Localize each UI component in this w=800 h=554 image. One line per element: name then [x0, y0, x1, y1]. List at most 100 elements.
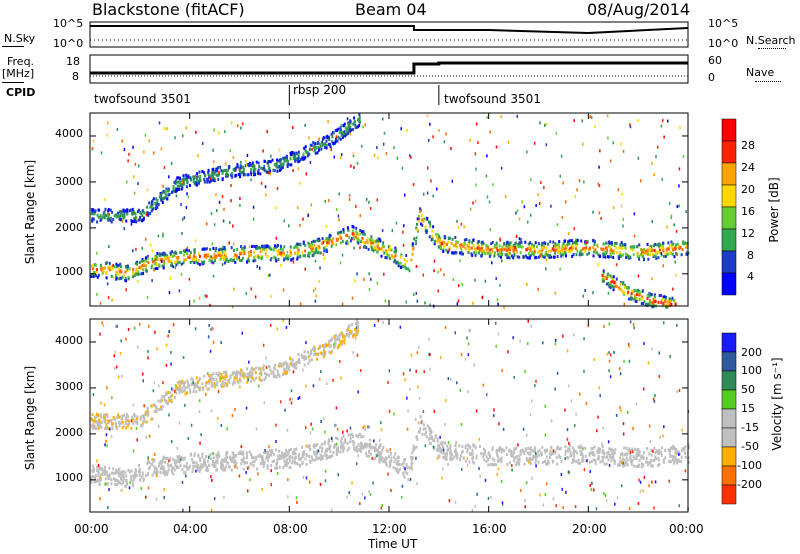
- power-noise-cell: [339, 261, 342, 265]
- power-cell: [330, 244, 333, 248]
- power-cell: [257, 168, 260, 172]
- velocity-noise-cell: [305, 384, 307, 388]
- velocity-cell: [134, 414, 137, 418]
- velocity-cell: [377, 450, 380, 454]
- velocity-cell: [319, 445, 322, 449]
- power-cell: [618, 246, 621, 250]
- velocity-noise-cell: [147, 486, 150, 490]
- velocity-cell: [178, 386, 181, 390]
- power-cell: [609, 252, 612, 256]
- power-cell: [681, 248, 684, 252]
- velocity-cell: [524, 447, 527, 451]
- power-cell: [183, 253, 186, 257]
- velocity-noise-cell: [324, 479, 327, 483]
- power-cell: [487, 251, 490, 255]
- power-cell: [505, 248, 508, 252]
- power-cell: [467, 247, 470, 251]
- power-cell: [344, 134, 347, 138]
- freq-line: [90, 61, 688, 75]
- power-noise-cell: [123, 227, 126, 231]
- velocity-cell: [223, 370, 226, 374]
- velocity-cell: [672, 446, 675, 450]
- power-cell: [321, 140, 324, 144]
- velocity-cell: [142, 479, 145, 483]
- velocity-cell: [225, 374, 228, 378]
- power-cell: [608, 283, 611, 287]
- velocity-cell: [471, 456, 474, 460]
- power-noise-cell: [232, 242, 235, 246]
- power-cell: [615, 277, 618, 281]
- power-cell: [99, 263, 102, 267]
- nsky-tick-bottom: 10^0: [53, 37, 84, 50]
- power-cell: [451, 251, 454, 255]
- power-cell: [313, 243, 316, 247]
- power-noise-cell: [460, 247, 463, 251]
- power-noise-cell: [158, 121, 161, 125]
- velocity-cell: [104, 427, 107, 431]
- velocity-cell: [434, 435, 437, 439]
- velocity-cell: [274, 363, 277, 367]
- velocity-cell: [301, 451, 304, 455]
- velocity-cell: [249, 462, 252, 466]
- power-cell: [257, 161, 260, 165]
- velocity-cell: [184, 386, 187, 390]
- power-cell: [126, 208, 129, 212]
- velocity-noise-cell: [330, 436, 333, 440]
- velocity-cell: [169, 456, 172, 460]
- velocity-cell: [657, 456, 660, 460]
- power-cell: [619, 243, 622, 247]
- velocity-noise-cell: [582, 447, 584, 451]
- velocity-cell: [392, 466, 395, 470]
- velocity-cell: [530, 457, 533, 461]
- velocity-cell: [389, 459, 392, 463]
- velocity-noise-cell: [566, 349, 569, 353]
- velocity-cell: [575, 460, 578, 464]
- power-cell: [165, 194, 168, 198]
- power-noise-cell: [376, 198, 379, 202]
- velocity-cell: [134, 468, 137, 472]
- velocity-noise-cell: [524, 369, 526, 373]
- velocity-noise-cell: [324, 469, 327, 473]
- power-cell: [241, 165, 244, 169]
- power-cell: [512, 249, 515, 253]
- velocity-cell: [340, 441, 343, 445]
- velocity-cell: [147, 467, 150, 471]
- velocity-cell: [346, 328, 349, 332]
- power-cell: [376, 242, 379, 246]
- power-cell: [355, 235, 358, 239]
- velocity-cell: [667, 448, 670, 452]
- velocity-cell: [383, 457, 386, 461]
- power-noise-cell: [265, 193, 267, 197]
- power-cell: [592, 246, 595, 250]
- velocity-noise-cell: [106, 386, 108, 390]
- velocity-cell: [253, 368, 256, 372]
- velocity-cell: [112, 417, 115, 421]
- velocity-noise-cell: [542, 341, 544, 345]
- power-cell: [201, 247, 204, 251]
- power-cell: [267, 159, 270, 163]
- velocity-noise-cell: [393, 412, 395, 416]
- power-cell: [636, 255, 639, 259]
- velocity-cell: [330, 351, 333, 355]
- velocity-cell: [509, 452, 512, 456]
- power-cell: [278, 168, 281, 172]
- velocity-cell: [229, 374, 232, 378]
- power-cell: [611, 242, 614, 246]
- power-cell: [411, 252, 414, 256]
- power-noise-cell: [406, 129, 408, 133]
- velocity-cell: [292, 364, 295, 368]
- power-cell: [613, 242, 616, 246]
- velocity-cell: [187, 382, 190, 386]
- power-cell: [514, 248, 517, 252]
- power-cell: [646, 242, 649, 246]
- power-cell: [448, 236, 451, 240]
- velocity-cell: [175, 466, 178, 470]
- power-cell: [281, 163, 284, 167]
- velocity-cell: [237, 370, 240, 374]
- velocity-noise-cell: [678, 504, 681, 508]
- velocity-cell: [606, 451, 609, 455]
- power-noise-cell: [108, 245, 110, 249]
- power-cell: [177, 187, 180, 191]
- velocity-cell: [159, 461, 162, 465]
- velocity-cell: [459, 454, 462, 458]
